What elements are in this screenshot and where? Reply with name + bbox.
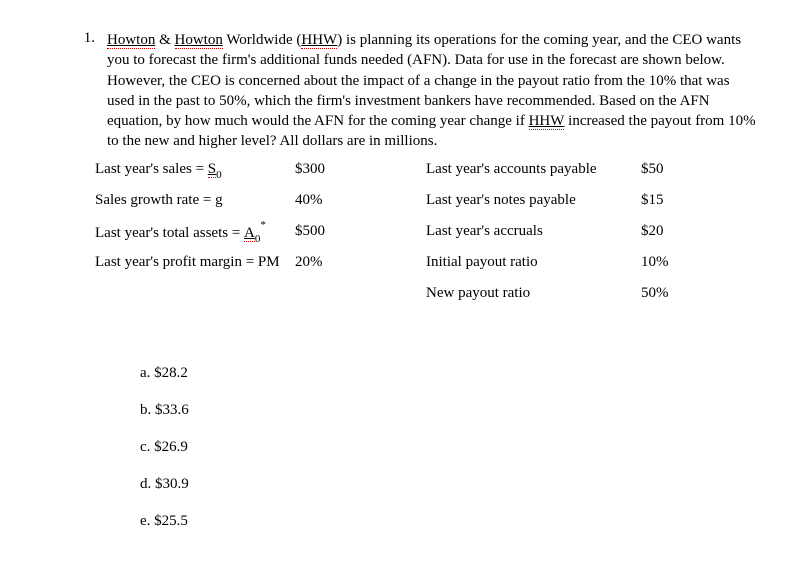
- label-prefix: Last year's sales =: [95, 161, 208, 177]
- data-label: Initial payout ratio: [426, 253, 641, 271]
- choice-letter: e.: [140, 513, 150, 529]
- choice-letter: c.: [140, 439, 150, 455]
- question-block: 1. Howton & Howton Worldwide (HHW) is pl…: [50, 30, 757, 152]
- data-value: $500: [295, 222, 355, 240]
- choice-letter: a.: [140, 365, 150, 381]
- company-second: Howton: [175, 33, 223, 49]
- answer-choice: e. $25.5: [140, 513, 757, 530]
- answer-choices: a. $28.2 b. $33.6 c. $26.9 d. $30.9 e. $25.5: [140, 365, 757, 530]
- choice-text: $28.2: [154, 365, 188, 381]
- data-grid: Last year's sales = S0$300Sales growth r…: [95, 160, 757, 315]
- variable-symbol: S: [208, 162, 216, 178]
- answer-choice: c. $26.9: [140, 439, 757, 456]
- data-label: Last year's accounts payable: [426, 160, 641, 178]
- data-value: 10%: [641, 253, 701, 271]
- variable-symbol: A: [244, 226, 255, 242]
- abbr2: HHW: [529, 114, 565, 130]
- choice-text: $25.5: [154, 513, 188, 529]
- data-label: Last year's sales = S0: [95, 160, 295, 181]
- label-prefix: Sales growth rate = g: [95, 192, 223, 208]
- choice-text: $26.9: [154, 439, 188, 455]
- superscript: *: [260, 219, 266, 231]
- company-first: Howton: [107, 33, 155, 49]
- data-row: Initial payout ratio10%: [426, 253, 757, 284]
- data-value: $50: [641, 160, 701, 178]
- choice-letter: d.: [140, 476, 151, 492]
- label-prefix: Last year's profit margin = PM: [95, 254, 280, 270]
- subscript: 0: [216, 169, 222, 181]
- choice-text: $30.9: [155, 476, 189, 492]
- data-value: 50%: [641, 284, 701, 302]
- data-row: New payout ratio50%: [426, 284, 757, 315]
- data-row: Sales growth rate = g 40%: [95, 191, 426, 222]
- answer-choice: d. $30.9: [140, 476, 757, 493]
- answer-choice: b. $33.6: [140, 402, 757, 419]
- data-value: 40%: [295, 191, 355, 209]
- data-col-left: Last year's sales = S0$300Sales growth r…: [95, 160, 426, 315]
- data-label: Last year's notes payable: [426, 191, 641, 209]
- data-label: Last year's accruals: [426, 222, 641, 240]
- data-value: $20: [641, 222, 701, 240]
- t1: Worldwide (: [223, 32, 302, 48]
- choice-text: $33.6: [155, 402, 189, 418]
- data-label: New payout ratio: [426, 284, 641, 302]
- data-row: Last year's accruals$20: [426, 222, 757, 253]
- label-prefix: Last year's total assets =: [95, 225, 244, 241]
- data-value: $300: [295, 160, 355, 178]
- subscript: 0: [255, 233, 261, 245]
- data-value: 20%: [295, 253, 355, 271]
- choice-letter: b.: [140, 402, 151, 418]
- data-row: Last year's sales = S0$300: [95, 160, 426, 191]
- data-label: Last year's total assets = A0 *: [95, 222, 295, 245]
- data-row: Last year's accounts payable$50: [426, 160, 757, 191]
- question-text: Howton & Howton Worldwide (HHW) is plann…: [107, 30, 757, 152]
- question-number: 1.: [50, 30, 107, 47]
- data-value: $15: [641, 191, 701, 209]
- data-row: Last year's profit margin = PM 20%: [95, 253, 426, 284]
- data-col-right: Last year's accounts payable$50Last year…: [426, 160, 757, 315]
- data-row: Last year's total assets = A0 * $500: [95, 222, 426, 253]
- amp: &: [155, 32, 174, 48]
- data-label: Sales growth rate = g: [95, 191, 295, 209]
- data-label: Last year's profit margin = PM: [95, 253, 295, 271]
- abbr: HHW: [301, 33, 337, 49]
- data-row: Last year's notes payable$15: [426, 191, 757, 222]
- answer-choice: a. $28.2: [140, 365, 757, 382]
